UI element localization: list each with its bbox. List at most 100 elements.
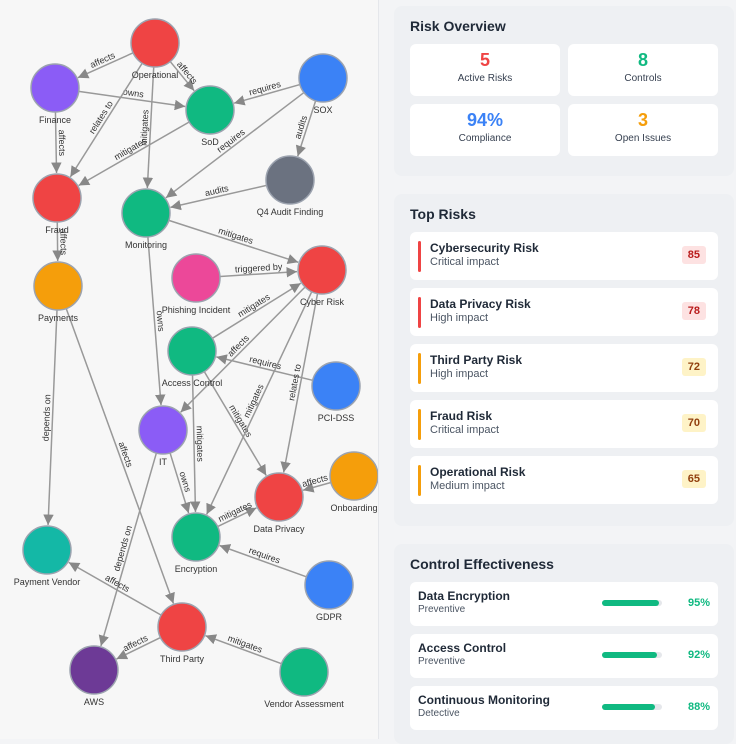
node [266, 156, 314, 204]
control-percent: 95% [688, 597, 710, 609]
node-label: Payments [38, 313, 79, 323]
card-title: Risk Overview [410, 18, 718, 34]
node [298, 246, 346, 294]
edge-label: requires [248, 545, 282, 566]
node [305, 561, 353, 609]
node [312, 362, 360, 410]
stat: 3 Open Issues [568, 104, 718, 156]
stat-label: Open Issues [568, 133, 718, 144]
stat-label: Controls [568, 73, 718, 84]
node-label: AWS [84, 697, 104, 707]
edge-label: mitigates [217, 225, 255, 246]
risk-score: 65 [682, 470, 706, 488]
node-label: Payment Vendor [14, 577, 81, 587]
progress-track [602, 600, 662, 606]
edge [70, 63, 142, 177]
risk-impact: Critical impact [430, 256, 718, 268]
risk-name: Operational Risk [430, 465, 718, 479]
severity-bar [418, 241, 421, 272]
edge-label: audits [204, 183, 230, 198]
stat-value: 5 [410, 50, 560, 71]
control-name: Access Control [418, 641, 718, 655]
overview-card: Risk Overview 5 Active Risks 8 Controls 94… [394, 6, 734, 176]
node [139, 406, 187, 454]
severity-bar [418, 353, 421, 384]
node [172, 254, 220, 302]
risk-name: Cybersecurity Risk [430, 241, 718, 255]
node-label: Vendor Assessment [264, 699, 344, 709]
node [31, 64, 79, 112]
stat-label: Active Risks [410, 73, 560, 84]
node-label: Fraud [45, 225, 69, 235]
stat: 5 Active Risks [410, 44, 560, 96]
node-label: SOX [313, 105, 332, 115]
node [186, 86, 234, 134]
edge-label: mitigates [195, 426, 206, 463]
control-percent: 88% [688, 701, 710, 713]
side-panel: Risk Overview 5 Active Risks 8 Controls 94… [394, 0, 734, 744]
card-title: Top Risks [410, 206, 718, 222]
progress-track [602, 704, 662, 710]
node [70, 646, 118, 694]
control-percent: 92% [688, 649, 710, 661]
node-label: Data Privacy [253, 524, 305, 534]
severity-bar [418, 465, 421, 496]
edge-label: relates to [87, 99, 115, 136]
risk-score: 85 [682, 246, 706, 264]
risk-name: Third Party Risk [430, 353, 718, 367]
node [330, 452, 378, 500]
node-label: PCI-DSS [318, 413, 355, 423]
severity-bar [418, 409, 421, 440]
progress-fill [602, 652, 657, 658]
severity-bar [418, 297, 421, 328]
node-label: Onboarding [330, 503, 377, 513]
risk-score: 70 [682, 414, 706, 432]
node-label: Monitoring [125, 240, 167, 250]
node [299, 54, 347, 102]
node-label: Finance [39, 115, 71, 125]
control-name: Data Encryption [418, 589, 718, 603]
node [168, 327, 216, 375]
risk-impact: High impact [430, 312, 718, 324]
stat-value: 8 [568, 50, 718, 71]
progress-fill [602, 704, 655, 710]
node [23, 526, 71, 574]
node-label: IT [159, 457, 168, 467]
node [172, 513, 220, 561]
node-label: Q4 Audit Finding [257, 207, 324, 217]
risk-impact: Medium impact [430, 480, 718, 492]
node-label: Phishing Incident [162, 305, 231, 315]
stat-value: 3 [568, 110, 718, 131]
stat-label: Compliance [410, 133, 560, 144]
node [33, 174, 81, 222]
node-label: Encryption [175, 564, 218, 574]
progress-track [602, 652, 662, 658]
stat-value: 94% [410, 110, 560, 131]
control-name: Continuous Monitoring [418, 693, 718, 707]
risk-impact: Critical impact [430, 424, 718, 436]
risk-name: Data Privacy Risk [430, 297, 718, 311]
node-label: SoD [201, 137, 219, 147]
node-label: Operational [132, 70, 179, 80]
stat: 94% Compliance [410, 104, 560, 156]
edge-label: affects [57, 130, 67, 157]
card-title: Control Effectiveness [410, 556, 718, 572]
node [34, 262, 82, 310]
node-label: Third Party [160, 654, 205, 664]
risk-impact: High impact [430, 368, 718, 380]
edge-label: depends on [41, 394, 53, 441]
control-type: Preventive [418, 656, 718, 667]
edge-label: mitigates [226, 633, 264, 655]
stat: 8 Controls [568, 44, 718, 96]
node [122, 189, 170, 237]
